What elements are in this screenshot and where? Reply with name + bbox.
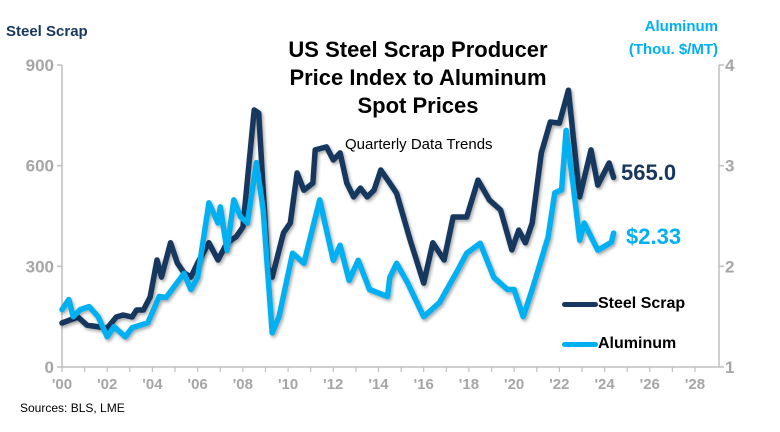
x-tick-label: '12 — [323, 376, 343, 393]
right-axis-title-line2: (Thou. $/MT) — [628, 41, 718, 58]
legend-swatch-aluminum — [562, 341, 598, 347]
x-tick-label: '04 — [142, 376, 163, 393]
x-tick-label: '00 — [52, 376, 72, 393]
x-tick-label: '26 — [640, 376, 660, 393]
left-tick-label: 900 — [26, 56, 54, 75]
x-tick-label: '10 — [278, 376, 298, 393]
right-tick-label: 3 — [725, 157, 734, 176]
aluminum-line — [59, 127, 617, 340]
right-tick-label: 4 — [725, 56, 735, 75]
x-tick-label: '02 — [97, 376, 117, 393]
aluminum-end-label: $2.33 — [626, 224, 682, 249]
left-tick-label: 0 — [45, 358, 54, 377]
steel-scrap-line — [59, 87, 617, 331]
x-tick-label: '06 — [188, 376, 208, 393]
legend-item-aluminum: Aluminum — [562, 335, 676, 353]
left-tick-label: 300 — [26, 257, 54, 276]
steel-end-label: 565.0 — [621, 160, 677, 185]
x-tick-label: '16 — [414, 376, 434, 393]
legend-label-steel: Steel Scrap — [598, 295, 686, 312]
legend-swatch-steel — [562, 301, 598, 307]
chart-subtitle: Quarterly Data Trends — [345, 136, 493, 153]
chart-title: US Steel Scrap Producer Price Index to A… — [288, 37, 548, 118]
x-tick-label: '08 — [233, 376, 253, 393]
x-tick-label: '18 — [459, 376, 479, 393]
x-tick-label: '24 — [594, 376, 615, 393]
right-tick-label: 2 — [725, 257, 734, 276]
left-tick-label: 600 — [26, 157, 54, 176]
x-tick-label: '22 — [549, 376, 569, 393]
legend-item-steel: Steel Scrap — [562, 295, 685, 313]
source-note: Sources: BLS, LME — [20, 401, 125, 415]
x-tick-label: '14 — [368, 376, 389, 393]
right-tick-label: 1 — [725, 358, 734, 377]
left-axis-title: Steel Scrap — [6, 23, 88, 40]
x-tick-label: '28 — [685, 376, 705, 393]
right-axis-title: Aluminum (Thou. $/MT) — [629, 15, 718, 61]
right-axis-title-line1: Aluminum — [644, 18, 718, 35]
x-tick-label: '20 — [504, 376, 524, 393]
legend-label-aluminum: Aluminum — [598, 335, 677, 352]
